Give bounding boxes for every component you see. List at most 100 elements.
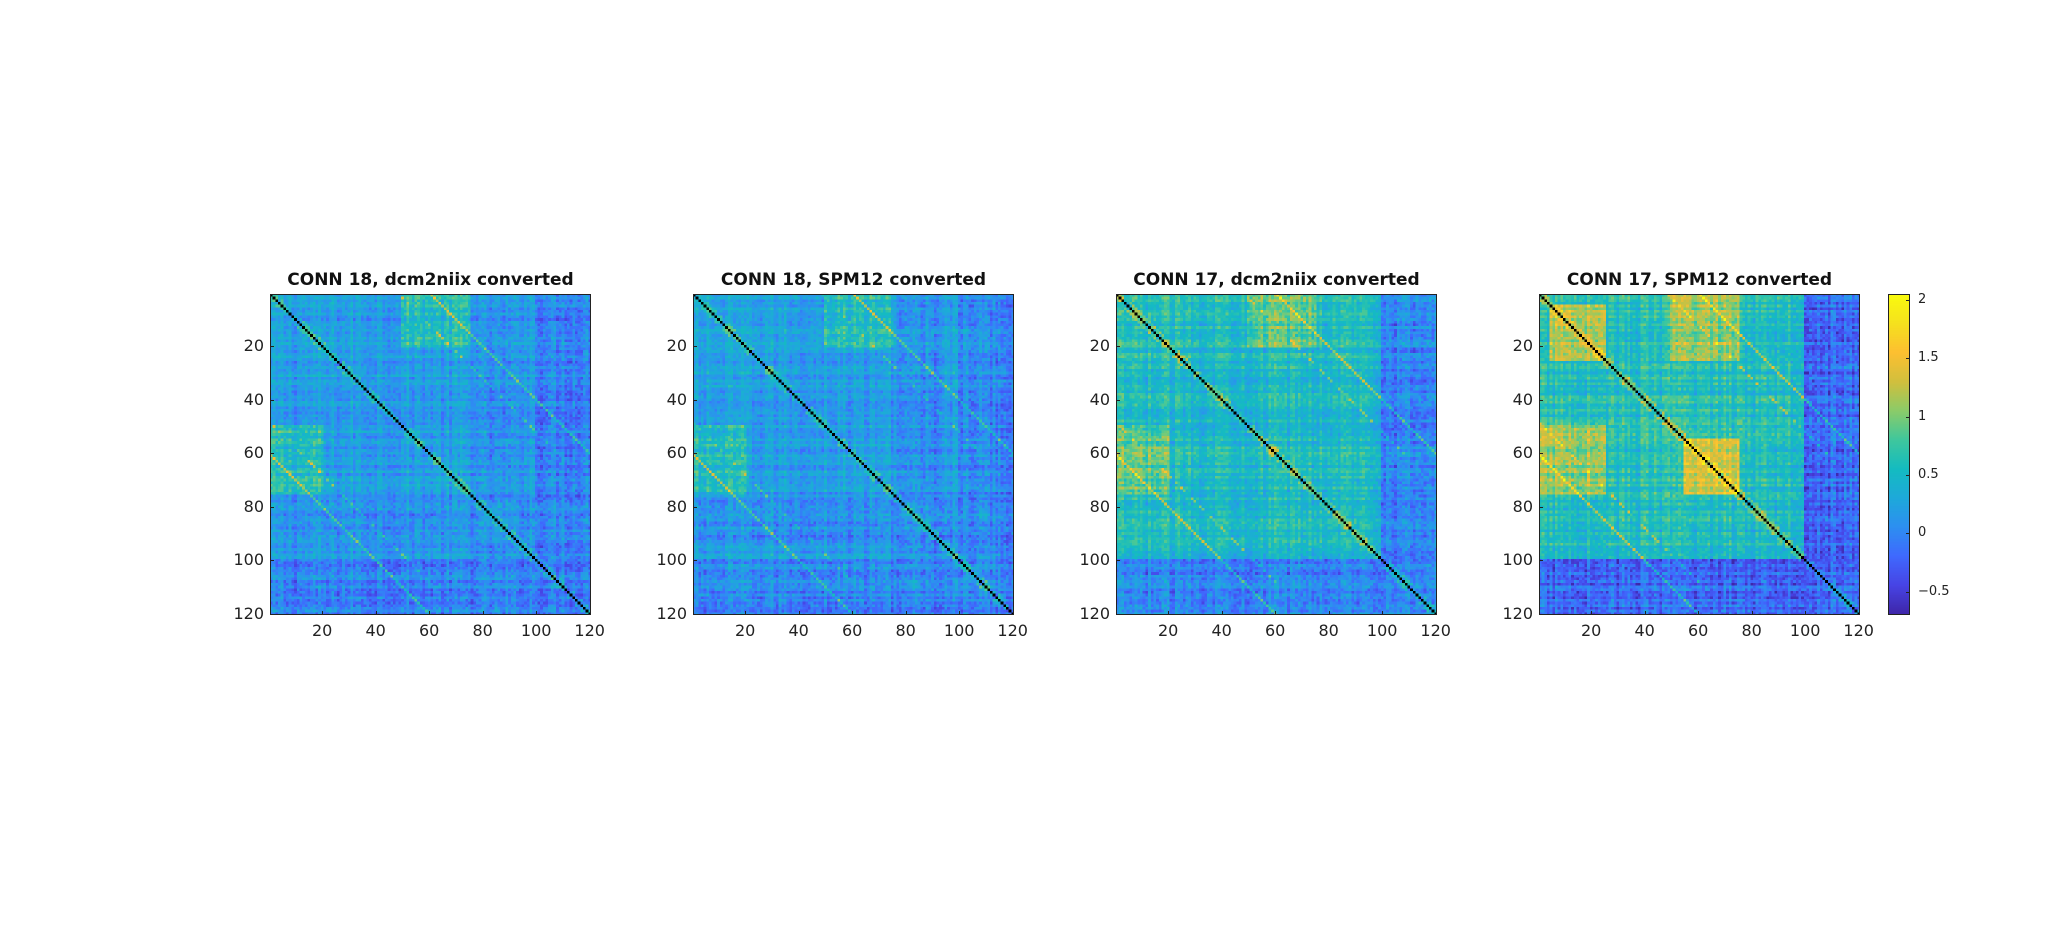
- ytick-mark: [270, 346, 274, 348]
- xtick-mark: [852, 611, 854, 615]
- ytick-mark: [1116, 346, 1120, 348]
- ytick-mark: [1539, 346, 1543, 348]
- ytick-mark: [1116, 613, 1120, 615]
- xtick-mark: [745, 611, 747, 615]
- xtick-label: 60: [841, 621, 863, 640]
- colorbar-tick-mark: [1906, 591, 1910, 593]
- colorbar-frame: [1888, 294, 1910, 615]
- ytick-label: 120: [1502, 603, 1533, 623]
- xtick-mark: [1168, 611, 1170, 615]
- ytick-label: 80: [666, 496, 687, 516]
- ytick-label: 60: [1089, 443, 1110, 463]
- colorbar-tick-label: 2: [1918, 291, 1927, 307]
- xtick-label: 40: [1211, 621, 1232, 640]
- xtick-mark: [1805, 611, 1807, 615]
- xtick-label: 20: [311, 621, 333, 640]
- xtick-label: 40: [1634, 621, 1655, 640]
- ytick-mark: [1116, 399, 1120, 401]
- ytick-label: 60: [666, 443, 687, 463]
- ytick-label: 20: [243, 336, 264, 356]
- ytick-label: 120: [233, 603, 264, 623]
- ytick-mark: [270, 560, 274, 562]
- ytick-mark: [1539, 613, 1543, 615]
- ytick-label: 100: [1079, 550, 1110, 570]
- xtick-label: 80: [1318, 621, 1339, 640]
- xtick-mark: [322, 611, 324, 615]
- heatmap-image-1: [270, 294, 591, 615]
- xtick-mark: [536, 611, 538, 615]
- ytick-mark: [270, 453, 274, 455]
- panel-title-4: CONN 17, SPM12 converted: [1566, 270, 1833, 290]
- xtick-label: 20: [734, 621, 756, 640]
- xtick-label: 60: [418, 621, 440, 640]
- ytick-label: 40: [1089, 389, 1110, 409]
- xtick-label: 100: [520, 621, 552, 640]
- ytick-label: 80: [1089, 496, 1110, 516]
- xtick-label: 60: [1687, 621, 1709, 640]
- xtick-mark: [1221, 611, 1223, 615]
- ytick-label: 80: [243, 496, 264, 516]
- colorbar-tick-label: 0: [1918, 525, 1927, 541]
- xtick-mark: [1435, 611, 1437, 615]
- panel-title-2: CONN 18, SPM12 converted: [720, 270, 987, 290]
- xtick-label: 120: [574, 621, 605, 640]
- xtick-label: 80: [472, 621, 493, 640]
- xtick-mark: [589, 611, 591, 615]
- xtick-mark: [1012, 611, 1014, 615]
- heatmap-image-4: [1539, 294, 1860, 615]
- xtick-label: 20: [1157, 621, 1179, 640]
- colorbar-tick-mark: [1906, 533, 1910, 535]
- ytick-label: 80: [1512, 496, 1533, 516]
- xtick-mark: [375, 611, 377, 615]
- xtick-label: 20: [1580, 621, 1602, 640]
- ytick-label: 60: [243, 443, 264, 463]
- xtick-mark: [1644, 611, 1646, 615]
- xtick-mark: [1858, 611, 1860, 615]
- ytick-mark: [693, 560, 697, 562]
- xtick-label: 40: [365, 621, 386, 640]
- ytick-label: 120: [656, 603, 687, 623]
- ytick-label: 20: [1089, 336, 1110, 356]
- xtick-mark: [1751, 611, 1753, 615]
- xtick-mark: [482, 611, 484, 615]
- ytick-label: 100: [1502, 550, 1533, 570]
- colorbar-tick-mark: [1906, 299, 1910, 301]
- xtick-mark: [959, 611, 961, 615]
- ytick-label: 20: [666, 336, 687, 356]
- ytick-mark: [1539, 399, 1543, 401]
- xtick-mark: [1275, 611, 1277, 615]
- ytick-mark: [1539, 560, 1543, 562]
- colorbar-tick-label: 1: [1918, 408, 1927, 424]
- colorbar-tick-label: 0.5: [1918, 466, 1939, 482]
- heatmap-image-3: [1116, 294, 1437, 615]
- colorbar-tick-label: 1.5: [1918, 350, 1939, 366]
- ytick-mark: [693, 506, 697, 508]
- ytick-label: 40: [1512, 389, 1533, 409]
- xtick-label: 120: [1843, 621, 1874, 640]
- ytick-mark: [270, 399, 274, 401]
- xtick-label: 100: [1789, 621, 1821, 640]
- colorbar-gradient: [1888, 294, 1910, 615]
- ytick-mark: [693, 453, 697, 455]
- ytick-mark: [1116, 453, 1120, 455]
- ytick-mark: [693, 613, 697, 615]
- ytick-label: 20: [1512, 336, 1533, 356]
- ytick-mark: [1116, 506, 1120, 508]
- colorbar-tick-mark: [1906, 474, 1910, 476]
- ytick-mark: [1539, 506, 1543, 508]
- xtick-label: 40: [788, 621, 809, 640]
- xtick-mark: [1591, 611, 1593, 615]
- ytick-label: 100: [656, 550, 687, 570]
- ytick-label: 40: [666, 389, 687, 409]
- ytick-label: 60: [1512, 443, 1533, 463]
- xtick-label: 80: [1741, 621, 1762, 640]
- ytick-mark: [693, 346, 697, 348]
- ytick-label: 40: [243, 389, 264, 409]
- xtick-mark: [798, 611, 800, 615]
- ytick-label: 100: [233, 550, 264, 570]
- xtick-label: 120: [997, 621, 1028, 640]
- xtick-label: 80: [895, 621, 916, 640]
- heatmap-image-2: [693, 294, 1014, 615]
- xtick-mark: [1698, 611, 1700, 615]
